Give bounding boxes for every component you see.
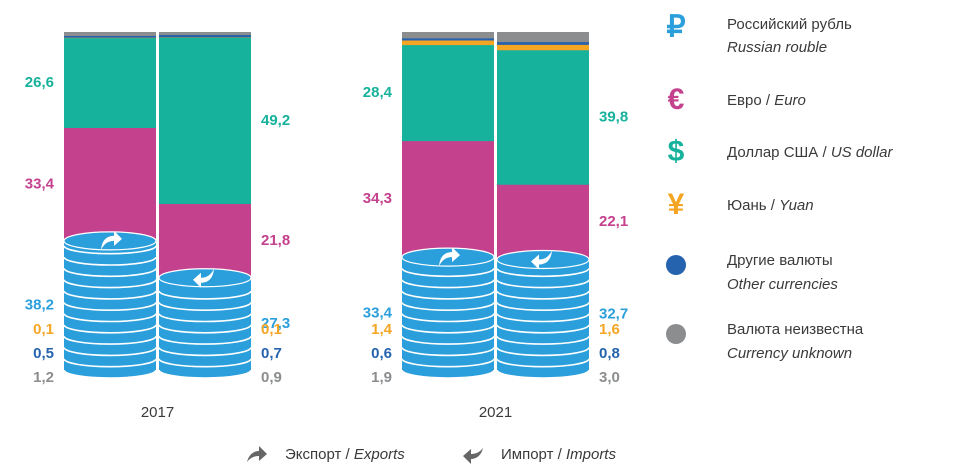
value-label: 21,8 [261, 232, 290, 249]
flow-ru: Экспорт [285, 446, 341, 463]
legend-ru: Юань [727, 197, 767, 214]
legend-label: Валюта неизвестна [727, 321, 864, 338]
value-label: 49,2 [261, 112, 290, 129]
value-label: 0,8 [599, 345, 620, 362]
year-label: 2021 [479, 404, 512, 421]
value-label: 22,1 [599, 213, 628, 230]
legend-label: Евро / Euro [727, 92, 806, 109]
value-label: 39,8 [599, 108, 628, 125]
value-label: 0,1 [261, 321, 282, 338]
value-label: 3,0 [599, 369, 620, 386]
value-label: 33,4 [25, 175, 55, 192]
legend-en: Yuan [779, 197, 813, 214]
legend-label-en: Currency unknown [727, 345, 852, 362]
segment [64, 128, 156, 249]
flow-legend-icon [247, 446, 267, 462]
segment [402, 141, 494, 265]
legend-label: Российский рубль [727, 16, 852, 33]
value-label: 0,9 [261, 369, 282, 386]
value-label: 28,4 [363, 84, 393, 101]
value-label: 34,3 [363, 190, 392, 207]
value-label: 1,2 [33, 369, 54, 386]
value-label: 38,2 [25, 296, 54, 313]
year-label: 2017 [141, 404, 174, 421]
legend-sep: / [767, 197, 780, 214]
value-label: 0,1 [33, 321, 54, 338]
value-label: 0,5 [33, 345, 54, 362]
legend-marker [666, 255, 686, 275]
flow-legend-label: Экспорт / Exports [285, 446, 405, 463]
segment [64, 38, 156, 136]
legend-label: Юань / Yuan [727, 197, 814, 214]
legend-symbol: ₽ [666, 10, 685, 43]
legend-sep: / [762, 92, 775, 109]
flow-ru: Импорт [501, 446, 554, 463]
legend-en: US dollar [831, 144, 894, 161]
value-label: 33,4 [363, 305, 393, 322]
legend-label: Другие валюты [727, 252, 833, 269]
segment [402, 257, 494, 378]
legend-symbol: $ [668, 135, 685, 168]
segment [159, 278, 251, 378]
legend-label-en: Russian rouble [727, 39, 827, 56]
legend-marker [666, 324, 686, 344]
flow-legend-label: Импорт / Imports [501, 446, 616, 463]
value-label: 1,4 [371, 321, 393, 338]
flow-sep: / [341, 446, 354, 463]
segment [159, 38, 251, 212]
legend-ru: Доллар США [727, 144, 818, 161]
segment [497, 50, 589, 193]
value-label: 0,6 [371, 345, 392, 362]
flow-sep: / [553, 446, 566, 463]
legend-label: Доллар США / US dollar [727, 144, 894, 161]
value-label: 1,6 [599, 321, 620, 338]
value-label: 0,7 [261, 345, 282, 362]
legend-symbol: € [668, 83, 685, 116]
chart: 38,233,426,60,10,51,227,321,849,20,10,70… [0, 0, 966, 468]
value-label: 1,9 [371, 369, 392, 386]
legend-ru: Евро [727, 92, 762, 109]
flow-en: Imports [566, 446, 617, 463]
legend-en: Euro [774, 92, 806, 109]
segment [402, 45, 494, 149]
value-label: 26,6 [25, 74, 54, 91]
flow-legend-icon [463, 448, 483, 464]
legend-symbol: ¥ [668, 188, 685, 221]
flow-en: Exports [354, 446, 405, 463]
legend-sep: / [818, 144, 831, 161]
legend-label-en: Other currencies [727, 276, 838, 293]
